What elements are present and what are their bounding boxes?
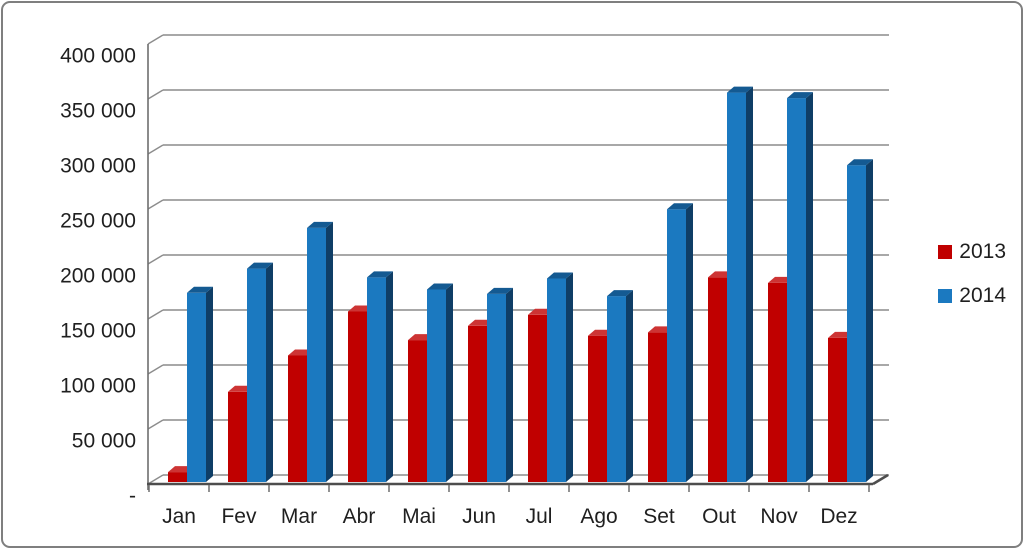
bar-2014-mai <box>427 283 453 482</box>
bar-2014-nov <box>787 92 813 482</box>
x-tick-label: Jul <box>526 505 553 528</box>
legend-item-2014: 2014 <box>938 282 1006 309</box>
legend-label-2013: 2013 <box>959 240 1006 263</box>
bar-2014-jul <box>547 272 573 482</box>
bar-2014-ago <box>607 290 633 482</box>
y-tick-label: 300 000 <box>60 155 136 178</box>
y-tick-label: 100 000 <box>60 375 136 398</box>
legend-swatch-2014 <box>938 288 953 303</box>
x-tick-label: Set <box>643 505 675 528</box>
legend-label-2014: 2014 <box>959 284 1006 307</box>
chart-legend: 2013 2014 <box>938 238 1006 309</box>
x-tick-label: Jan <box>162 505 196 528</box>
bar-2014-abr <box>367 271 393 482</box>
bar-2014-jun <box>487 287 513 482</box>
gridlines <box>147 34 889 485</box>
x-tick-label: Jun <box>462 505 496 528</box>
y-tick-label: 50 000 <box>72 430 136 453</box>
bar-2014-mar <box>307 221 333 482</box>
y-tick-label: - <box>129 485 136 508</box>
bar-2014-set <box>667 203 693 482</box>
bars <box>168 86 873 482</box>
x-tick-label: Mar <box>281 505 317 528</box>
legend-item-2013: 2013 <box>938 238 1006 265</box>
column-chart-plot: - 50 000 100 000 150 000 200 000 250 000 300 0… <box>60 34 889 528</box>
x-axis <box>147 473 889 486</box>
y-tick-label: 200 000 <box>60 265 136 288</box>
bar-2014-dez <box>847 159 873 482</box>
x-tick-label: Nov <box>760 505 798 528</box>
x-tick-label: Abr <box>343 505 376 528</box>
x-tick-label: Ago <box>580 505 617 528</box>
x-axis-labels: Jan Fev Mar Abr Mai Jun Jul Ago Set Out Nov Dez <box>162 505 858 528</box>
x-tick-label: Fev <box>221 505 257 528</box>
y-tick-label: 350 000 <box>60 100 136 123</box>
x-tick-label: Mai <box>402 505 436 528</box>
bar-2014-fev <box>247 262 273 482</box>
x-tick-label: Out <box>702 505 736 528</box>
x-tick-label: Dez <box>820 505 857 528</box>
y-axis-labels: - 50 000 100 000 150 000 200 000 250 000 300 0… <box>60 45 136 508</box>
y-tick-label: 150 000 <box>60 320 136 343</box>
y-tick-label: 250 000 <box>60 210 136 233</box>
bar-2014-jan <box>187 286 213 482</box>
legend-swatch-2013 <box>938 244 953 259</box>
bar-2014-out <box>727 86 753 482</box>
y-tick-label: 400 000 <box>60 45 136 68</box>
x-axis-ticks <box>148 485 870 492</box>
